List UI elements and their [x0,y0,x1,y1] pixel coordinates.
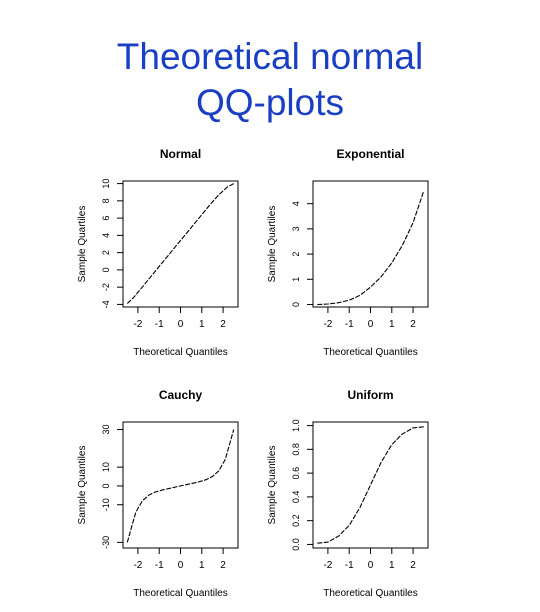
panel-title: Cauchy [159,388,203,402]
y-tick-label: 0.2 [291,514,301,527]
y-tick-label: -30 [101,536,111,549]
x-tick-label: -1 [155,560,164,571]
y-axis-label: Sample Quantiles [267,446,278,525]
y-tick-label: 0.8 [291,443,301,456]
panel-title: Normal [160,147,201,161]
slide-title-line-1: Theoretical normal [116,36,424,77]
y-tick-label: -2 [101,283,111,291]
x-tick-label: 0 [368,560,374,571]
x-tick-label: -2 [133,560,142,571]
x-tick-label: 2 [220,560,226,571]
qq-curve [317,426,424,544]
x-tick-label: -2 [323,319,332,330]
y-tick-label: 0 [291,302,301,307]
x-tick-label: 1 [389,560,395,571]
plot-frame [312,421,429,549]
y-tick-label: 6 [101,216,111,221]
x-tick-label: 0 [178,319,184,330]
x-axis-label: Theoretical Quantiles [133,588,228,599]
y-axis-label: Sample Quartiles [267,206,278,283]
x-axis-label: Theoretical Quantiles [323,588,418,599]
y-tick-label: 0.6 [291,467,301,480]
qq-curve [126,429,235,543]
x-tick-label: 0 [368,319,374,330]
y-tick-label: 2 [101,250,111,255]
x-tick-label: 1 [199,560,205,571]
x-tick-label: 1 [389,319,395,330]
y-tick-label: 0.0 [291,538,301,551]
x-tick-label: 2 [220,319,226,330]
qq-panel-uniform: Uniform -2 -1 0 1 2 Theoretical Quantiles 0.0 0.… [267,388,429,599]
x-tick-label: -1 [345,319,354,330]
x-tick-label: 0 [178,560,184,571]
y-tick-label: 30 [101,425,111,435]
qq-curve [317,190,425,306]
qq-curve [126,183,234,304]
y-tick-label: -4 [101,300,111,308]
y-tick-label: 1.0 [291,419,301,432]
plot-frame [122,180,239,308]
y-tick-label: 1 [291,277,301,282]
y-tick-label: 4 [101,233,111,238]
y-tick-label: 10 [101,179,111,189]
x-tick-label: -2 [323,560,332,571]
y-tick-label: 4 [291,201,301,206]
x-tick-label: -1 [345,560,354,571]
y-tick-label: 0.4 [291,491,301,504]
x-tick-label: 2 [410,560,416,571]
y-tick-label: 10 [101,462,111,472]
y-tick-label: 8 [101,198,111,203]
x-tick-label: -2 [133,319,142,330]
y-tick-label: 2 [291,252,301,257]
x-axis-label: Theoretical Quantiles [323,347,418,358]
slide-title-line-2: QQ-plots [195,82,345,123]
y-axis-label: Sample Quartiles [77,206,88,283]
panel-title: Exponential [336,147,404,161]
y-tick-label: 0 [101,483,111,488]
plot-frame [312,180,429,308]
x-tick-label: 2 [410,319,416,330]
x-tick-label: -1 [155,319,164,330]
x-axis-label: Theoretical Quantiles [133,347,228,358]
x-tick-label: 1 [199,319,205,330]
slide-title: Theoretical normal QQ-plots [0,34,540,126]
y-axis-label: Sample Quantiles [77,446,88,525]
y-tick-label: 0 [101,267,111,272]
qq-panel-normal: Normal -2 -1 0 1 2 Theoretical Quantiles -4 -2 0 2… [77,147,239,358]
panel-title: Uniform [348,388,394,402]
qq-panel-exponential: Exponential -2 -1 0 1 2 Theoretical Quantiles 0… [267,147,429,358]
plot-frame [122,421,239,549]
y-tick-label: -10 [101,498,111,511]
y-tick-label: 3 [291,226,301,231]
